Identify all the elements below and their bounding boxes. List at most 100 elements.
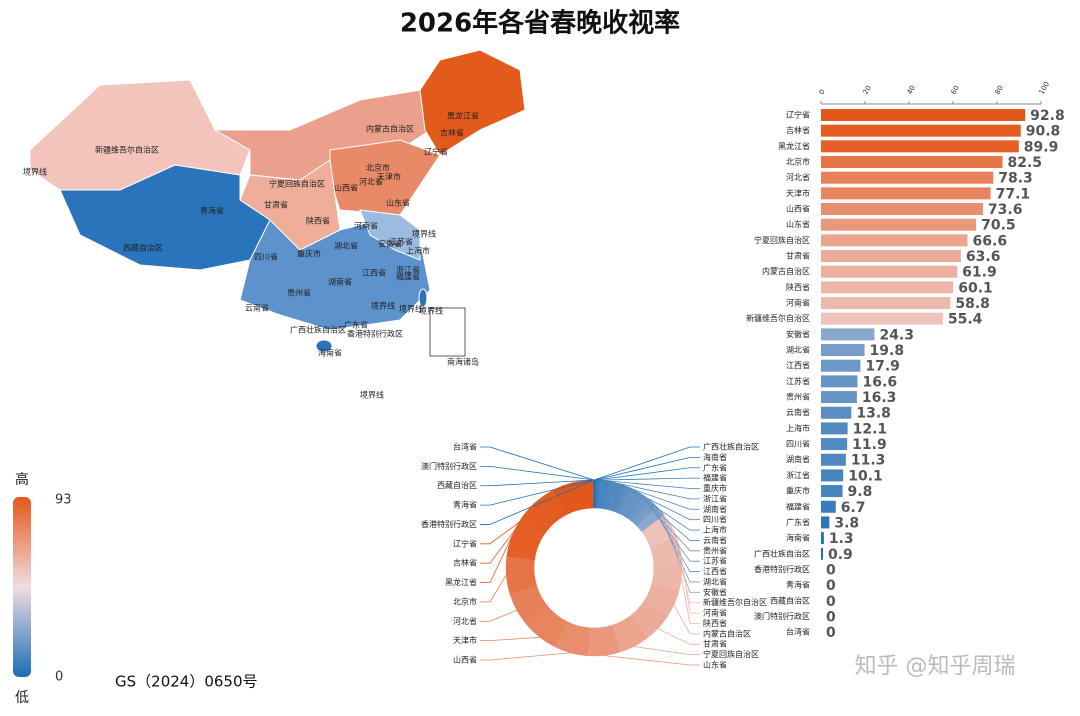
bar xyxy=(821,328,874,340)
donut-label: 香港特别行政区 xyxy=(421,519,477,529)
value-label: 0 xyxy=(826,625,836,641)
map-label: 云南省 xyxy=(245,303,269,313)
map-label: 青海省 xyxy=(200,206,224,216)
value-label: 0 xyxy=(826,562,836,578)
y-tick-label: 宁夏回族自治区 xyxy=(754,235,810,245)
map-label: 黑龙江省 xyxy=(447,111,479,121)
y-tick-label: 江西省 xyxy=(786,360,810,370)
x-tick-label: 20 xyxy=(862,84,873,96)
bar xyxy=(821,360,860,372)
y-tick-label: 湖南省 xyxy=(786,454,810,464)
y-tick-label: 湖北省 xyxy=(786,345,810,355)
y-tick-label: 新疆维吾尔自治区 xyxy=(746,313,810,323)
map-label: 西藏自治区 xyxy=(123,243,163,253)
y-tick-label: 河北省 xyxy=(786,172,810,182)
value-label: 55.4 xyxy=(948,312,983,328)
bar xyxy=(821,344,865,356)
bar xyxy=(821,156,1003,168)
donut-label: 青海省 xyxy=(453,500,477,510)
bar xyxy=(821,407,851,419)
map-label: 吉林省 xyxy=(440,128,464,138)
leader-line xyxy=(480,610,517,621)
map-label: 新疆维吾尔自治区 xyxy=(95,145,159,155)
donut-label: 云南省 xyxy=(703,535,727,545)
donut-label: 新疆维吾尔自治区 xyxy=(703,597,767,607)
leader-line xyxy=(480,447,594,480)
title: 2026年各省春晚收视率 xyxy=(400,8,680,39)
y-tick-label: 北京市 xyxy=(786,157,810,167)
bar xyxy=(821,313,943,325)
bar xyxy=(821,281,953,293)
map-label: 福建省 xyxy=(396,272,420,282)
value-label: 24.3 xyxy=(879,327,914,343)
y-tick-label: 海南省 xyxy=(786,533,810,543)
donut-label: 广东省 xyxy=(703,462,727,472)
legend-low: 低 xyxy=(15,690,29,706)
bar xyxy=(821,250,961,262)
leader-line xyxy=(480,637,540,640)
y-tick-label: 陕西省 xyxy=(786,282,810,292)
legend-tick-label: 0 xyxy=(55,670,63,685)
donut-label: 四川省 xyxy=(703,514,727,524)
map-label: 广东省 xyxy=(344,320,368,330)
y-tick-label: 上海市 xyxy=(786,423,810,433)
leader-line xyxy=(681,578,700,624)
map-label: 江苏省 xyxy=(389,237,413,247)
donut-label: 上海市 xyxy=(703,525,727,535)
y-tick-label: 四川省 xyxy=(786,439,810,449)
donut-label: 陕西省 xyxy=(703,618,727,628)
colorbar xyxy=(13,497,31,677)
donut-label: 江苏省 xyxy=(703,556,727,566)
value-label: 0 xyxy=(826,594,836,610)
donut-label: 北京市 xyxy=(453,596,477,606)
bar xyxy=(821,501,836,513)
leader-line xyxy=(480,575,506,602)
map-label: 香港特别行政区 xyxy=(347,329,403,339)
y-tick-label: 广西壮族自治区 xyxy=(754,548,810,558)
donut-label: 西藏自治区 xyxy=(437,480,477,490)
value-label: 6.7 xyxy=(841,500,866,516)
bar xyxy=(821,438,847,450)
y-tick-label: 山东省 xyxy=(786,219,810,229)
bar xyxy=(821,172,993,184)
donut-label: 澳门特别行政区 xyxy=(421,461,477,471)
donut-label: 湖南省 xyxy=(703,504,727,514)
value-label: 73.6 xyxy=(988,202,1023,218)
donut-label: 甘肃省 xyxy=(703,639,727,649)
donut-label: 辽宁省 xyxy=(453,538,477,548)
map-label: 陕西省 xyxy=(306,216,330,226)
donut-label: 黑龙江省 xyxy=(445,577,477,587)
bar xyxy=(821,516,829,528)
bar xyxy=(821,187,991,199)
donut-label: 内蒙古自治区 xyxy=(703,628,751,638)
map-label: 河北省 xyxy=(359,177,383,187)
x-tick-label: 0 xyxy=(818,88,827,96)
value-label: 0 xyxy=(826,578,836,594)
bar xyxy=(821,532,824,544)
donut-label: 山东省 xyxy=(703,660,727,670)
map-label: 山东省 xyxy=(386,198,410,208)
y-tick-label: 云南省 xyxy=(786,407,810,417)
map-label: 境界线 xyxy=(371,301,395,311)
y-tick-label: 黑龙江省 xyxy=(778,141,810,151)
bar xyxy=(821,125,1021,137)
value-label: 19.8 xyxy=(870,343,905,359)
y-tick-label: 天津市 xyxy=(786,188,810,198)
y-tick-label: 江苏省 xyxy=(786,376,810,386)
bar xyxy=(821,140,1019,152)
y-tick-label: 重庆市 xyxy=(786,486,810,496)
donut-label: 台湾省 xyxy=(453,442,477,452)
bar xyxy=(821,297,950,309)
value-label: 60.1 xyxy=(958,280,993,296)
y-tick-label: 广东省 xyxy=(786,517,810,527)
donut-label: 河北省 xyxy=(453,616,477,626)
bar xyxy=(821,266,957,278)
y-tick-label: 山西省 xyxy=(786,204,810,214)
value-label: 92.8 xyxy=(1030,108,1065,124)
map-label: 海南省 xyxy=(318,348,342,358)
bar xyxy=(821,234,968,246)
legend-high: 高 xyxy=(15,471,29,488)
map-label: 内蒙古自治区 xyxy=(366,124,414,134)
value-label: 11.9 xyxy=(852,437,887,453)
